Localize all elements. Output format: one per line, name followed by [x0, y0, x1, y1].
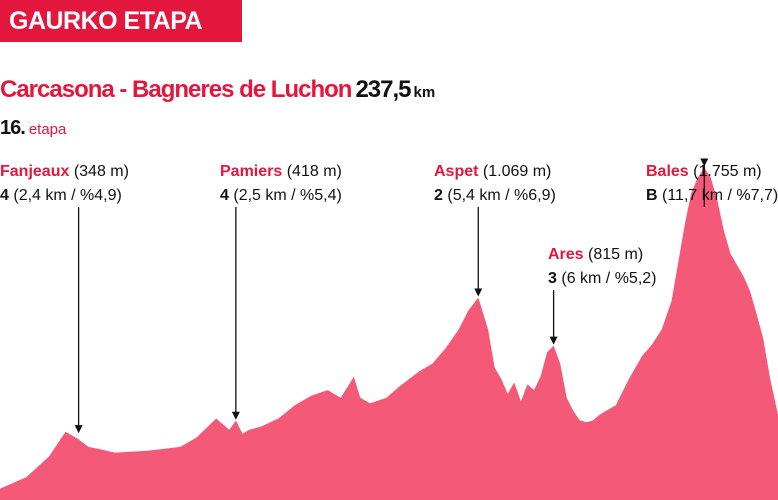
climb-label-fanjeaux: Fanjeaux (348 m) 4 (2,4 km / %4,9)	[0, 160, 129, 208]
climb-pointer-aspet	[474, 207, 483, 297]
climb-detail: (11,7 km / %7,7)	[662, 187, 778, 204]
climb-detail: (6 km / %5,2)	[561, 270, 657, 287]
climb-pointer-fanjeaux	[74, 207, 83, 434]
climb-name: Aspet	[434, 163, 479, 180]
climb-pointer-ares	[549, 290, 558, 345]
stage-distance-value: 237,5	[355, 76, 411, 103]
climb-label-aspet: Aspet (1.069 m) 2 (5,4 km / %6,9)	[434, 160, 556, 208]
climb-name: Bales	[646, 163, 689, 180]
climb-pointer-arrowhead	[549, 336, 558, 345]
stage-distance-unit: km	[413, 84, 436, 101]
climb-name: Fanjeaux	[0, 163, 70, 180]
climb-altitude: (348 m)	[73, 163, 129, 180]
climb-name: Pamiers	[220, 163, 283, 180]
climb-label-ares: Ares (815 m) 3 (6 km / %5,2)	[548, 243, 657, 291]
climb-detail: (5,4 km / %6,9)	[447, 187, 556, 204]
stage-title: Carcasona - Bagneres de Luchon 237,5 km	[0, 76, 435, 104]
stage-number: 16.	[0, 117, 26, 139]
climb-name: Ares	[548, 246, 584, 263]
climb-category: 4	[0, 187, 9, 204]
stage-route: Carcasona - Bagneres de Luchon	[0, 76, 352, 103]
header-tag: GAURKO ETAPA	[0, 0, 242, 42]
climb-pointer-arrowhead	[74, 425, 83, 434]
climb-pointer-pamiers	[231, 207, 240, 420]
climb-category: 3	[548, 270, 557, 287]
climb-pointer-arrowhead	[474, 288, 483, 297]
climb-detail: (2,5 km / %5,4)	[233, 187, 342, 204]
climb-category: 2	[434, 187, 443, 204]
climb-label-pamiers: Pamiers (418 m) 4 (2,5 km / %5,4)	[220, 160, 342, 208]
climb-label-bales: Bales (1.755 m) B (11,7 km / %7,7)	[646, 160, 778, 208]
stage-number-line: 16. etapa	[0, 117, 66, 140]
climb-altitude: (1.069 m)	[482, 163, 552, 180]
header-tag-text: GAURKO ETAPA	[9, 6, 203, 35]
climb-category: B	[646, 187, 658, 204]
climb-altitude: (1.755 m)	[693, 163, 762, 180]
stage-word: etapa	[28, 121, 67, 138]
climb-detail: (2,4 km / %4,9)	[13, 187, 122, 204]
climb-altitude: (815 m)	[588, 246, 644, 263]
climb-category: 4	[220, 187, 229, 204]
climb-pointer-bales	[700, 158, 709, 207]
elevation-profile-area	[0, 167, 778, 500]
climb-pointer-arrowhead	[231, 411, 240, 420]
climb-altitude: (418 m)	[286, 163, 342, 180]
climb-pointer-arrowhead	[700, 158, 709, 167]
